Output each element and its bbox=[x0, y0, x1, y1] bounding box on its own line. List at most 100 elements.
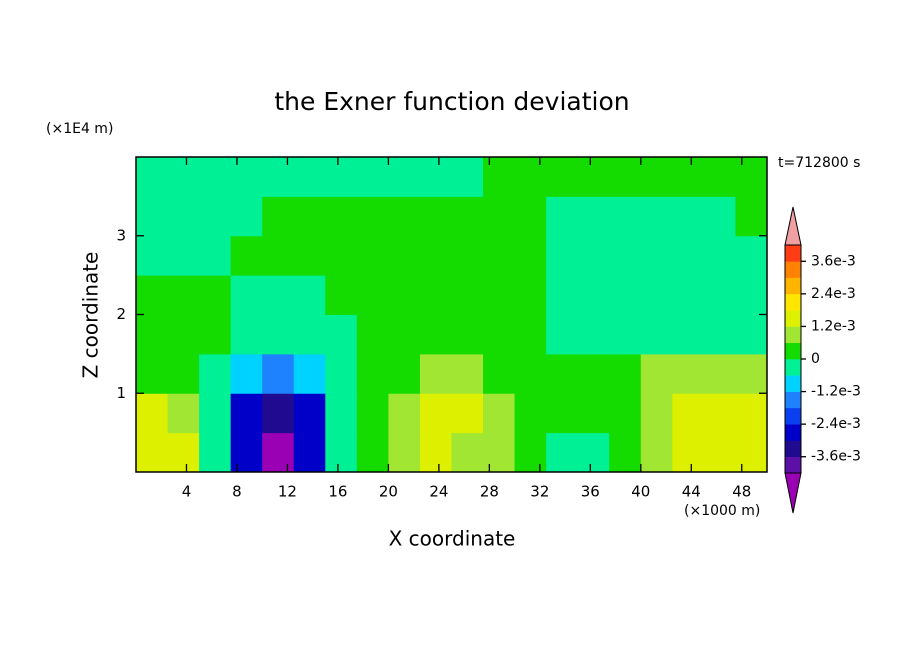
field-cell bbox=[546, 275, 579, 315]
colorbar-box bbox=[785, 326, 801, 344]
field-cell bbox=[451, 275, 484, 315]
field-cell bbox=[672, 432, 705, 473]
field-cell bbox=[672, 157, 705, 197]
field-cell bbox=[546, 432, 579, 473]
field-cell bbox=[199, 275, 232, 315]
field-cell bbox=[672, 314, 705, 355]
x-unit: (×1000 m) bbox=[684, 503, 760, 519]
field-cell bbox=[577, 353, 610, 394]
field-cell bbox=[388, 314, 421, 355]
field-cell bbox=[483, 353, 516, 394]
colorbar-box bbox=[785, 293, 801, 311]
field-cell bbox=[167, 314, 200, 355]
field-cell bbox=[451, 157, 484, 197]
field-cell bbox=[230, 353, 263, 394]
field-cell bbox=[230, 314, 263, 355]
field-cell bbox=[609, 157, 642, 197]
x-tick-label: 12 bbox=[278, 483, 297, 501]
field-cell bbox=[419, 196, 452, 237]
field-cell bbox=[262, 432, 295, 473]
field-cell bbox=[167, 353, 200, 394]
field-cell bbox=[451, 432, 484, 473]
field-cell bbox=[356, 157, 389, 197]
colorbar-box bbox=[785, 342, 801, 360]
field-cell bbox=[640, 314, 673, 355]
field-cell bbox=[703, 314, 736, 355]
colorbar-label: -2.4e-3 bbox=[811, 416, 861, 432]
y-tick-label: 3 bbox=[116, 226, 126, 244]
field-cell bbox=[577, 196, 610, 237]
field-cell bbox=[451, 393, 484, 434]
field-cell bbox=[293, 393, 326, 434]
field-cell bbox=[262, 196, 295, 237]
field-cell bbox=[199, 393, 232, 434]
annotation: t=712800 s bbox=[778, 155, 860, 171]
field-cell bbox=[483, 157, 516, 197]
colorbar-box bbox=[785, 359, 801, 376]
field-cell bbox=[167, 432, 200, 473]
field-cell bbox=[262, 353, 295, 394]
field-cell bbox=[672, 275, 705, 315]
field-cell bbox=[735, 393, 768, 434]
field-cell bbox=[609, 275, 642, 315]
field-cell bbox=[262, 275, 295, 315]
axes: 4 8 12 16 20 24 28 32 36 40 44 481233.6e-32.4e-31.2… bbox=[116, 156, 861, 514]
contour-field bbox=[136, 157, 768, 473]
field-cell bbox=[167, 157, 200, 197]
colorbar-box bbox=[785, 456, 801, 474]
field-cell bbox=[514, 235, 547, 276]
field-cell bbox=[546, 393, 579, 434]
field-cell bbox=[136, 235, 169, 276]
y-unit: (×1E4 m) bbox=[46, 121, 113, 137]
field-cell bbox=[167, 275, 200, 315]
field-cell bbox=[514, 196, 547, 237]
x-tick-label: 40 bbox=[631, 483, 650, 501]
field-cell bbox=[577, 235, 610, 276]
field-cell bbox=[703, 275, 736, 315]
field-cell bbox=[199, 432, 232, 473]
field-cell bbox=[199, 353, 232, 394]
field-cell bbox=[703, 353, 736, 394]
field-cell bbox=[703, 393, 736, 434]
colorbar-label: 3.6e-3 bbox=[811, 253, 856, 269]
field-cell bbox=[640, 196, 673, 237]
colorbar-box bbox=[785, 310, 801, 327]
field-cell bbox=[483, 235, 516, 276]
colorbar-box bbox=[785, 424, 801, 441]
field-cell bbox=[230, 157, 263, 197]
field-cell bbox=[672, 235, 705, 276]
field-cell bbox=[293, 235, 326, 276]
x-tick-label: 24 bbox=[429, 483, 448, 501]
field-cell bbox=[230, 432, 263, 473]
field-cell bbox=[735, 353, 768, 394]
field-cell bbox=[230, 275, 263, 315]
field-cell bbox=[293, 432, 326, 473]
field-cell bbox=[735, 314, 768, 355]
field-cell bbox=[325, 235, 358, 276]
colorbar-box bbox=[785, 440, 801, 458]
field-cell bbox=[483, 432, 516, 473]
field-cell bbox=[325, 353, 358, 394]
colorbar-box bbox=[785, 407, 801, 425]
field-cell bbox=[419, 432, 452, 473]
colorbar-label: 0 bbox=[811, 351, 820, 367]
colorbar-box bbox=[785, 375, 801, 392]
field-cell bbox=[483, 196, 516, 237]
field-cell bbox=[419, 235, 452, 276]
field-cell bbox=[640, 393, 673, 434]
field-cell bbox=[514, 314, 547, 355]
x-tick-label: 4 bbox=[182, 483, 192, 501]
field-cell bbox=[230, 393, 263, 434]
field-cell bbox=[388, 432, 421, 473]
x-tick-label: 36 bbox=[581, 483, 600, 501]
field-cell bbox=[356, 432, 389, 473]
field-cell bbox=[514, 353, 547, 394]
field-cell bbox=[388, 235, 421, 276]
field-cell bbox=[388, 196, 421, 237]
field-cell bbox=[640, 275, 673, 315]
colorbar-label: -1.2e-3 bbox=[811, 384, 861, 400]
field-cell bbox=[609, 235, 642, 276]
field-cell bbox=[419, 157, 452, 197]
field-cell bbox=[356, 196, 389, 237]
field-cell bbox=[136, 157, 169, 197]
